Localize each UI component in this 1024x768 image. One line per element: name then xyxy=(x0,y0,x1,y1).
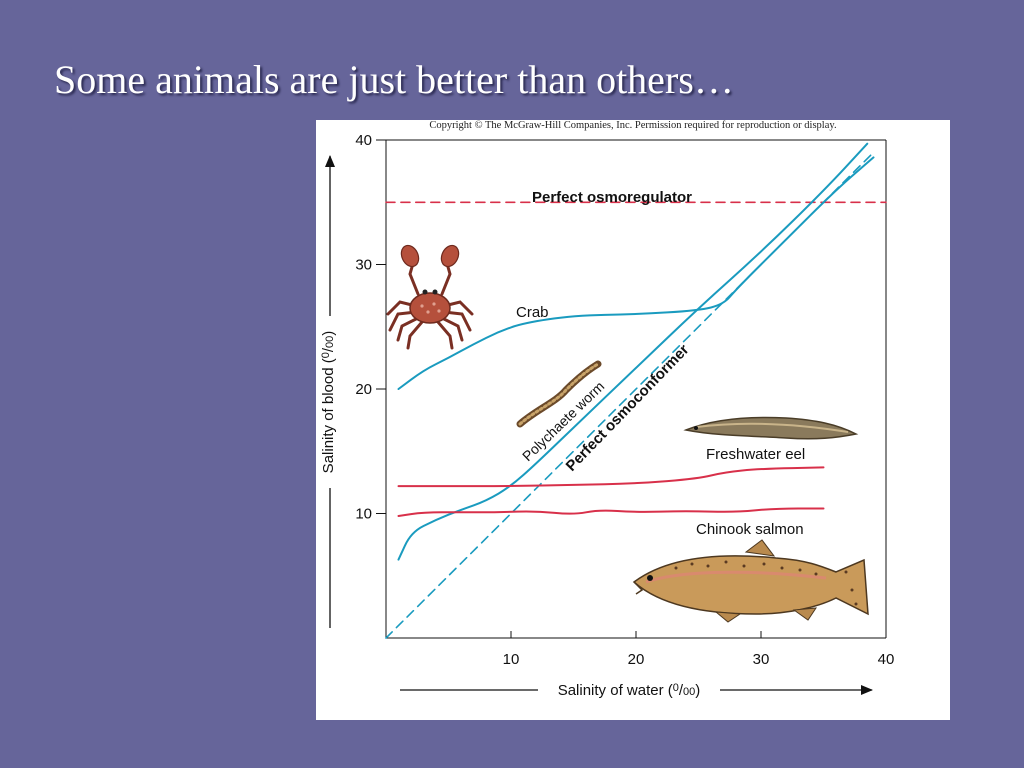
x-tick-label: 20 xyxy=(628,651,645,668)
annotation-crab: Crab xyxy=(516,304,549,321)
annotation-eel: Freshwater eel xyxy=(706,446,805,463)
series-line-freshwater-eel xyxy=(397,466,825,488)
salmon-icon xyxy=(632,539,869,623)
worm-icon xyxy=(516,360,602,428)
y-axis-label: Salinity of blood (0/00) xyxy=(320,331,337,474)
salinity-chart: 10 20 30 40 10 20 30 40 Salinity of water (0/00… xyxy=(320,132,895,699)
y-tick-label: 40 xyxy=(355,132,372,149)
y-tick-label: 20 xyxy=(355,381,372,398)
eel-icon xyxy=(683,416,859,440)
copyright-notice: Copyright © The McGraw-Hill Companies, I… xyxy=(429,120,837,131)
x-tick-label: 40 xyxy=(878,651,895,668)
annotation-regulator: Perfect osmoregulator xyxy=(532,189,692,206)
y-tick-label: 30 xyxy=(355,257,372,274)
series-line-chinook-salmon xyxy=(397,507,825,517)
y-tick-label: 10 xyxy=(355,506,372,523)
x-tick-label: 30 xyxy=(753,651,770,668)
series-line-polychaete-worm xyxy=(397,142,869,561)
x-axis-label: Salinity of water (0/00) xyxy=(558,682,701,699)
series-line-perfect-osmoconformer xyxy=(385,151,875,639)
slide-title: Some animals are just better than others… xyxy=(54,57,734,102)
figure-panel: Copyright © The McGraw-Hill Companies, I… xyxy=(316,120,950,720)
series-line-crab xyxy=(397,156,875,390)
crab-icon xyxy=(386,244,474,350)
annotation-salmon: Chinook salmon xyxy=(696,521,804,538)
x-tick-label: 10 xyxy=(503,651,520,668)
